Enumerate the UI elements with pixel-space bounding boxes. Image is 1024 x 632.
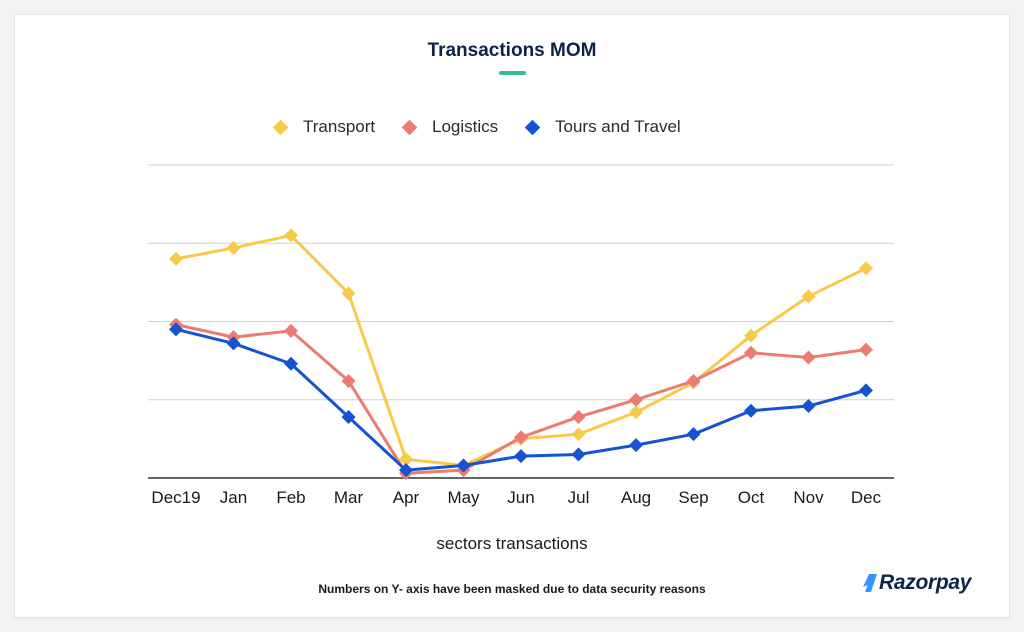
data-point-tours-and-travel [284, 356, 298, 371]
data-point-tours-and-travel [169, 322, 183, 337]
data-point-transport [341, 286, 356, 301]
data-point-logistics [744, 345, 758, 360]
legend-item-transport: Transport [272, 116, 375, 138]
x-tick-label: Dec [851, 488, 882, 507]
data-point-logistics [686, 373, 701, 388]
x-axis-label: sectors transactions [436, 534, 588, 553]
brand-name: Razorpay [879, 571, 972, 594]
data-point-logistics [801, 350, 816, 365]
data-point-tours-and-travel [859, 383, 873, 398]
data-point-logistics [629, 392, 643, 407]
footnote: Numbers on Y- axis have been masked due … [318, 582, 706, 596]
data-point-transport [226, 240, 241, 255]
data-point-tours-and-travel [801, 399, 816, 414]
data-point-logistics [571, 409, 586, 424]
data-point-transport [744, 328, 758, 343]
x-tick-label: Feb [276, 488, 305, 507]
chart-legend: Transport Logistics Tours and Travel [0, 116, 1024, 138]
data-point-transport [571, 427, 586, 442]
x-tick-label: Oct [738, 488, 765, 507]
chart-title: Transactions MOM [427, 40, 597, 61]
data-point-transport [284, 228, 298, 243]
x-tick-label: Mar [334, 488, 364, 507]
legend-label-logistics: Logistics [432, 117, 499, 136]
legend-item-tours-and-travel: Tours and Travel [524, 116, 681, 138]
x-tick-label: Sep [678, 488, 708, 507]
title-underline [499, 71, 526, 75]
data-point-transport [399, 452, 413, 467]
data-point-logistics [341, 373, 356, 388]
legend-label-tours-and-travel: Tours and Travel [555, 117, 681, 136]
data-point-tours-and-travel [514, 449, 528, 464]
data-point-transport [629, 405, 643, 420]
data-point-tours-and-travel [456, 458, 471, 473]
x-tick-label: Jan [220, 488, 247, 507]
data-point-tours-and-travel [571, 447, 586, 462]
data-point-tours-and-travel [629, 438, 643, 453]
data-point-tours-and-travel [226, 336, 241, 351]
data-point-transport [801, 289, 816, 304]
data-point-logistics [859, 342, 873, 357]
data-point-transport [169, 251, 183, 266]
data-point-logistics [284, 323, 298, 338]
x-tick-label: Apr [393, 488, 420, 507]
data-point-logistics [514, 430, 528, 445]
data-point-tours-and-travel [399, 463, 413, 478]
chart-card [14, 14, 1010, 618]
data-point-tours-and-travel [341, 409, 356, 424]
legend-label-transport: Transport [303, 117, 376, 136]
legend-item-logistics: Logistics [401, 116, 498, 138]
data-point-tours-and-travel [686, 427, 701, 442]
x-tick-label: Aug [621, 488, 651, 507]
razorpay-logo-icon [863, 574, 877, 592]
x-tick-label: Jul [568, 488, 590, 507]
data-point-tours-and-travel [744, 403, 758, 418]
x-tick-label: Jun [507, 488, 534, 507]
brand-logo: Razorpay [862, 571, 971, 595]
data-point-transport [859, 261, 873, 276]
x-tick-label: May [447, 488, 480, 507]
x-tick-label: Nov [793, 488, 824, 507]
x-tick-label: Dec19 [151, 488, 200, 507]
